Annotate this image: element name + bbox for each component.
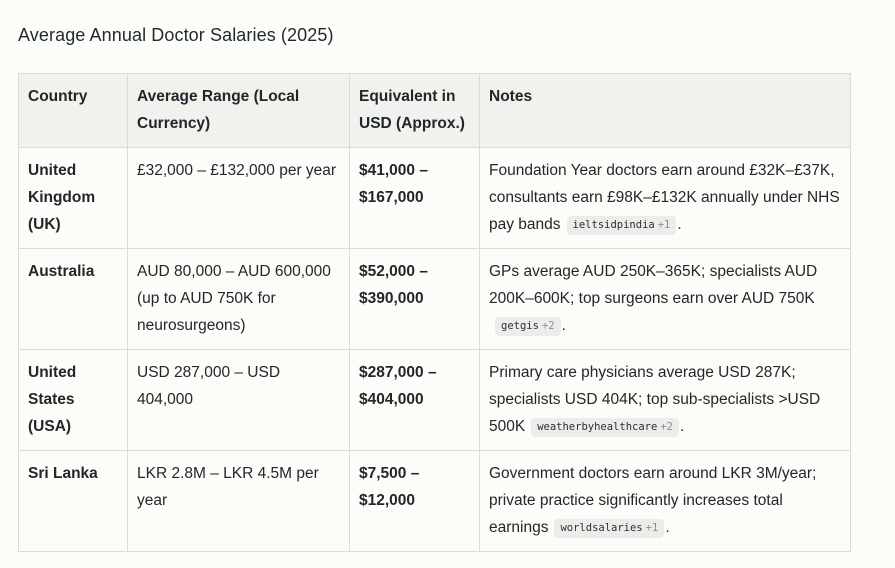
range-cell: AUD 80,000 – AUD 600,000 (up to AUD 750K… [127, 248, 350, 350]
range-cell: LKR 2.8M – LKR 4.5M per year [127, 450, 350, 552]
column-header-range: Average Range (Local Currency) [127, 73, 350, 148]
range-cell: USD 287,000 – USD 404,000 [127, 349, 350, 451]
citation-chip[interactable]: weatherbyhealthcare +2 [531, 418, 679, 437]
country-cell: United States (USA) [18, 349, 128, 451]
notes-text: Government doctors earn around LKR 3M/ye… [489, 465, 817, 536]
column-header-notes: Notes [479, 73, 851, 148]
citation-more-count: +2 [660, 421, 673, 433]
table-row: United Kingdom (UK) £32,000 – £132,000 p… [18, 147, 851, 249]
country-cell: Australia [18, 248, 128, 350]
country-cell: United Kingdom (UK) [18, 147, 128, 249]
citation-more-count: +1 [657, 219, 671, 231]
notes-cell: Government doctors earn around LKR 3M/ye… [479, 450, 851, 552]
citation-more-count: +2 [541, 320, 555, 332]
table-row: Sri Lanka LKR 2.8M – LKR 4.5M per year $… [18, 450, 851, 552]
usd-cell: $7,500 – $12,000 [349, 450, 480, 552]
citation-more-count: +1 [645, 522, 659, 534]
citation-source: weatherbyhealthcare [537, 421, 658, 433]
page-title: Average Annual Doctor Salaries (2025) [18, 25, 334, 45]
notes-cell: Foundation Year doctors earn around £32K… [479, 147, 851, 249]
table-row: United States (USA) USD 287,000 – USD 40… [18, 349, 851, 451]
citation-source: ieltsidpindia [572, 219, 655, 231]
column-header-country: Country [18, 73, 128, 148]
citation-source: worldsalaries [560, 522, 643, 534]
citation-chip[interactable]: getgis +2 [495, 317, 561, 336]
notes-cell: GPs average AUD 250K–365K; specialists A… [479, 248, 851, 350]
usd-cell: $41,000 – $167,000 [349, 147, 480, 249]
notes-text: GPs average AUD 250K–365K; specialists A… [489, 263, 818, 307]
country-cell: Sri Lanka [18, 450, 128, 552]
table-header-row: Country Average Range (Local Currency) E… [18, 73, 851, 148]
column-header-usd: Equivalent in USD (Approx.) [349, 73, 480, 148]
range-cell: £32,000 – £132,000 per year [127, 147, 350, 249]
table-row: Australia AUD 80,000 – AUD 600,000 (up t… [18, 248, 851, 350]
citation-chip[interactable]: ieltsidpindia +1 [566, 216, 677, 235]
notes-text: Foundation Year doctors earn around £32K… [489, 162, 840, 233]
citation-chip[interactable]: worldsalaries +1 [554, 519, 665, 538]
usd-cell: $52,000 – $390,000 [349, 248, 480, 350]
usd-cell: $287,000 – $404,000 [349, 349, 480, 451]
notes-cell: Primary care physicians average USD 287K… [479, 349, 851, 451]
salary-table: Country Average Range (Local Currency) E… [18, 73, 851, 552]
notes-text: Primary care physicians average USD 287K… [489, 364, 821, 435]
citation-source: getgis [501, 320, 539, 332]
